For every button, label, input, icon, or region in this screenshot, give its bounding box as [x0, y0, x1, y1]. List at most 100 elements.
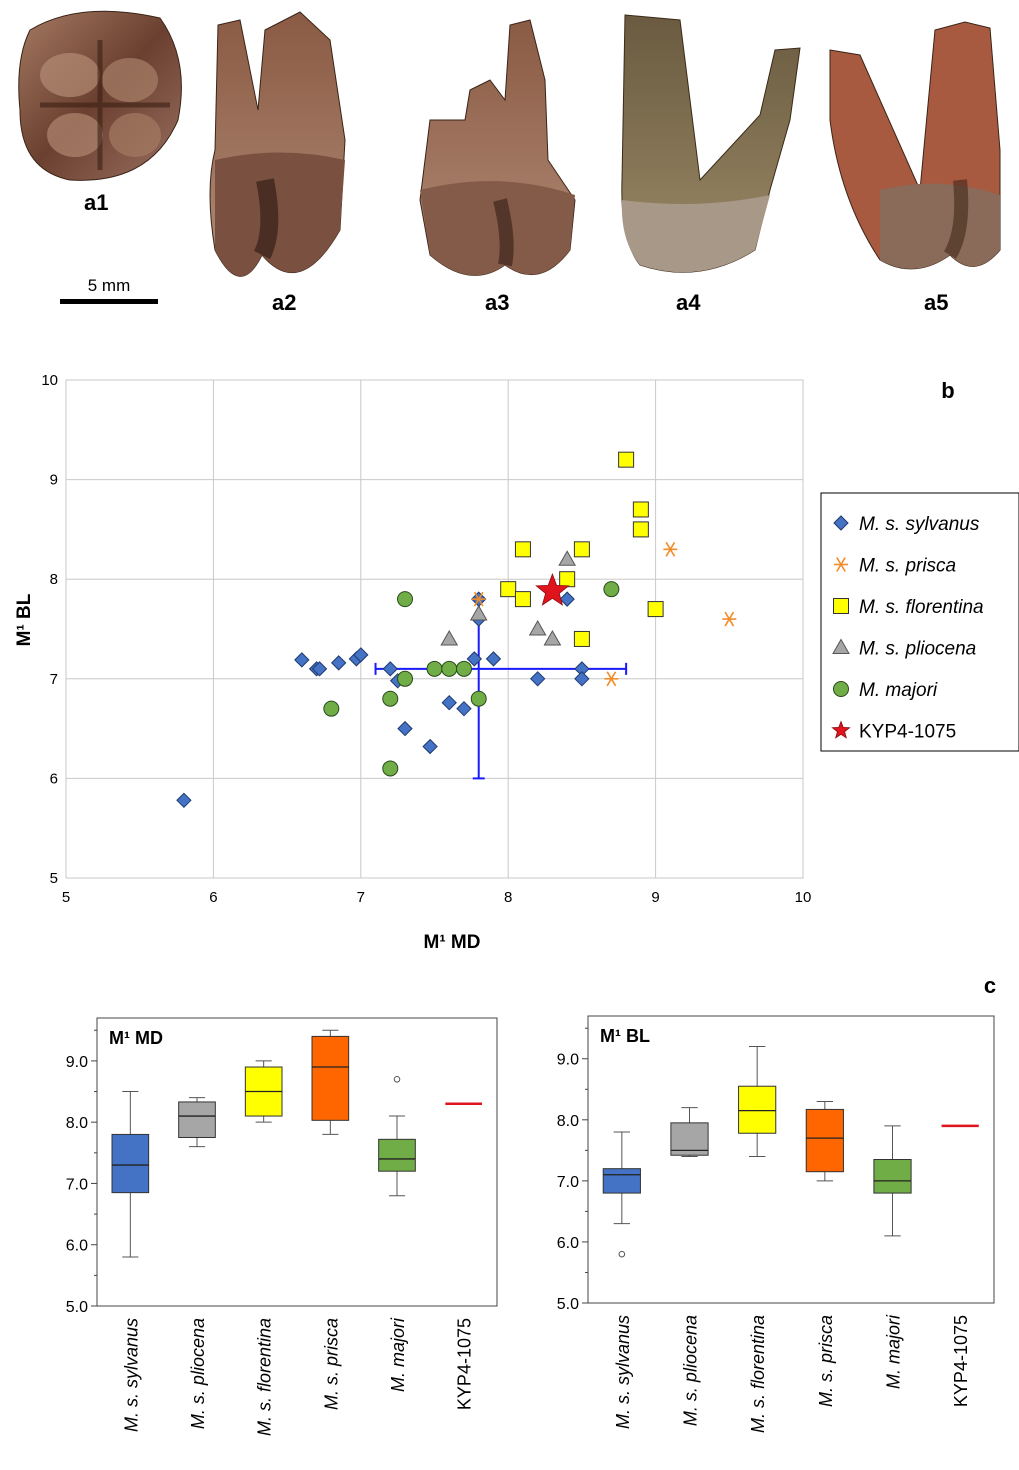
boxplot-category-label: M. s. sylvanus [121, 1318, 141, 1432]
scatter-point-majori [603, 581, 620, 598]
boxplot-box [178, 1101, 216, 1138]
scatter-point-majori [455, 660, 472, 677]
scatter-y-axis-label: M¹ BL [14, 593, 35, 646]
photo-illustrations [18, 10, 1001, 277]
scatter-y-tick-label: 7 [50, 671, 58, 688]
boxplot-category-label: KYP4-1075 [455, 1318, 475, 1410]
boxplot-category-label: M. s. pliocena [681, 1315, 701, 1426]
boxplot-title: M¹ MD [109, 1028, 163, 1048]
scatter-point-sylvanus [353, 647, 369, 663]
photo-label-a3: a3 [485, 290, 510, 315]
photo-a2 [209, 11, 346, 277]
scatter-grid [65, 379, 804, 879]
scatter-point-sylvanus [559, 591, 575, 607]
photo-a5 [829, 21, 1001, 270]
boxplot-y-tick-label: 7.0 [66, 1176, 88, 1193]
boxplot-category-label: M. majori [388, 1317, 408, 1392]
legend-entry-label: M. majori [859, 680, 938, 701]
scatter-point-florentina [632, 501, 649, 518]
scatter-legend: M. s. sylvanus M. s. prisca M. s. florenti… [820, 492, 1019, 752]
boxplot-category-label: M. s. prisca [321, 1318, 341, 1410]
scatter-points [176, 451, 737, 809]
scatter-point-prisca [604, 671, 619, 687]
legend-entry-label: M. s. sylvanus [859, 514, 980, 535]
scatter-point-prisca [663, 541, 678, 557]
scatter-point-sylvanus [176, 792, 192, 809]
boxplot-y-tick-label: 9.0 [557, 1052, 579, 1069]
scatter-point-sylvanus [441, 694, 457, 711]
legend-frame [820, 492, 1019, 752]
boxplot-figure: c 5.0 6.0 7.0 8.0 9.0 M¹ MD M. s. sylvanus M. s… [66, 973, 996, 1436]
legend-entry-label: M. s. prisca [859, 556, 956, 577]
scatter-chart: 5 6 7 8 9 10 5 6 7 8 9 10 M¹ MD M¹ BL b M. s. sylva… [14, 372, 1019, 953]
scatter-point-sylvanus [485, 651, 502, 667]
scatter-point-majori [323, 700, 340, 717]
boxplot-y-tick-label: 8.0 [66, 1115, 88, 1132]
boxplot-category-label: M. majori [884, 1314, 904, 1389]
boxplot-category-label: M. s. florentina [255, 1318, 275, 1436]
photo-panel: a1 a2 a3 a4 a5 5 mm [0, 0, 1019, 320]
scatter-point-sylvanus [330, 655, 347, 671]
legend-marker-majori [833, 681, 849, 697]
boxplot-category-label: KYP4-1075 [951, 1315, 971, 1407]
boxplot-box [378, 1138, 416, 1172]
legend-marker-florentina [833, 598, 849, 614]
legend-marker-prisca [834, 557, 848, 572]
scatter-plot-frame [65, 379, 804, 879]
panel-letter-c: c [984, 973, 996, 998]
scale-bar-label: 5 mm [87, 276, 131, 295]
boxplot-category-label: M. s. sylvanus [613, 1315, 633, 1429]
boxplot-box [602, 1168, 641, 1194]
photo-label-a1: a1 [84, 190, 109, 215]
photo-a4 [621, 14, 801, 273]
boxplot-box [805, 1108, 844, 1173]
scatter-point-majori [470, 690, 487, 707]
scatter-point-majori [397, 670, 414, 687]
scatter-x-tick-label: 6 [209, 889, 217, 906]
scatter-x-tick-label: 8 [504, 889, 512, 906]
panel-letter-b: b [941, 378, 954, 403]
boxplot-category-label: M. s. prisca [816, 1315, 836, 1407]
scatter-point-sylvanus [456, 700, 472, 717]
scatter-x-axis-label: M¹ MD [424, 932, 481, 953]
scatter-point-florentina [500, 581, 517, 598]
legend-marker-sylvanus [833, 515, 849, 531]
boxplot-y-tick-label: 7.0 [557, 1174, 579, 1191]
boxplot-y-tick-label: 5.0 [66, 1299, 88, 1316]
boxplot-y-tick-label: 9.0 [66, 1054, 88, 1071]
scatter-point-florentina [647, 601, 664, 618]
scale-bar-line [60, 299, 158, 304]
scatter-point-sylvanus [311, 661, 328, 677]
scatter-point-majori [382, 690, 399, 707]
photo-a3 [419, 19, 576, 276]
scatter-point-sylvanus [422, 738, 438, 755]
legend-entry-label: KYP4-1075 [859, 722, 956, 743]
scatter-x-tick-label: 7 [357, 889, 365, 906]
scatter-point-pliocena [469, 605, 488, 621]
boxplot-category-label: M. s. florentina [748, 1315, 768, 1433]
scatter-point-sylvanus [382, 661, 398, 677]
boxplot-outlier [618, 1250, 626, 1258]
scatter-point-florentina [573, 541, 590, 558]
scatter-point-sylvanus [529, 671, 546, 687]
boxplot-box [738, 1085, 777, 1134]
boxplot-box [311, 1035, 350, 1121]
scatter-point-sylvanus [397, 720, 413, 737]
scatter-x-tick-label: 10 [795, 889, 812, 906]
scatter-y-tick-label: 6 [50, 770, 58, 787]
scatter-point-sylvanus [574, 671, 590, 687]
scatter-point-florentina [573, 630, 590, 647]
legend-marker-pliocena [832, 638, 850, 654]
legend-entry-label: M. s. florentina [859, 597, 984, 618]
boxplot-y-tick-label: 6.0 [557, 1235, 579, 1252]
photo-label-a4: a4 [676, 290, 701, 315]
scatter-point-majori [426, 660, 443, 677]
scatter-point-pliocena [558, 550, 577, 566]
boxplot-y-tick-label: 5.0 [557, 1296, 579, 1313]
photo-label-a5: a5 [924, 290, 949, 315]
boxplot-frame [587, 1015, 995, 1304]
scatter-point-pliocena [543, 629, 562, 646]
boxplot-md: 5.0 6.0 7.0 8.0 9.0 M¹ MD M. s. sylvanus M. s. … [66, 1017, 498, 1436]
scatter-point-florentina [514, 541, 531, 558]
scatter-point-florentina [618, 451, 635, 468]
